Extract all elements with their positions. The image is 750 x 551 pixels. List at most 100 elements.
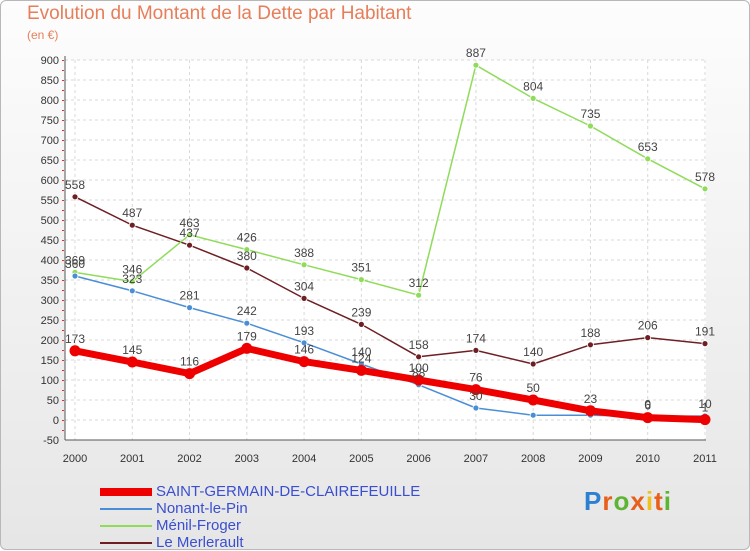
data-label: 1 <box>702 401 709 415</box>
data-label: 360 <box>65 257 85 271</box>
data-point <box>241 342 253 354</box>
x-tick-label: 2008 <box>521 453 545 465</box>
data-point <box>415 353 423 361</box>
data-point <box>472 404 480 412</box>
data-label: 887 <box>466 46 486 60</box>
series-line-saint-germain-de-clairefeuille <box>74 344 706 424</box>
data-point <box>529 360 537 368</box>
legend-label: Ménil-Froger <box>156 517 242 534</box>
data-label: 88 <box>412 366 426 380</box>
data-point <box>355 364 367 376</box>
data-label: 158 <box>409 338 429 352</box>
data-point <box>701 185 709 193</box>
data-point <box>699 414 711 426</box>
data-point <box>644 155 652 163</box>
y-tick-label: 850 <box>41 75 59 87</box>
data-point <box>184 368 196 380</box>
data-label: 804 <box>523 79 543 93</box>
data-point <box>642 412 654 424</box>
data-label: 426 <box>237 231 257 245</box>
data-label: 76 <box>469 371 483 385</box>
data-point <box>186 241 193 249</box>
x-tick-label: 2001 <box>120 453 144 465</box>
data-label: 140 <box>523 345 543 359</box>
data-label: 188 <box>580 326 600 340</box>
data-label: 578 <box>695 170 715 184</box>
data-label: 173 <box>65 332 85 346</box>
logo-letter: o <box>613 486 631 516</box>
data-point <box>69 345 81 357</box>
legend-label: Le Merlerault <box>156 534 244 551</box>
data-point <box>587 122 594 130</box>
data-label: 323 <box>122 272 142 286</box>
data-point <box>584 405 596 417</box>
y-tick-label: 500 <box>41 215 59 227</box>
data-label: 653 <box>638 140 658 154</box>
data-label: 388 <box>294 246 314 260</box>
x-tick-label: 2002 <box>177 453 201 465</box>
data-point <box>243 246 251 254</box>
data-label: 145 <box>122 343 142 357</box>
legend-label: SAINT-GERMAIN-DE-CLAIREFEUILLE <box>156 483 421 500</box>
data-label: 174 <box>466 331 486 345</box>
y-tick-label: 450 <box>41 235 59 247</box>
data-label: 206 <box>638 319 658 333</box>
data-label: 735 <box>580 107 600 121</box>
data-label: 312 <box>409 276 429 290</box>
logo-letter: t <box>654 486 664 516</box>
chart-subtitle: (en €) <box>27 28 59 42</box>
data-label: 463 <box>180 216 200 230</box>
data-label: 242 <box>237 304 257 318</box>
data-label: 558 <box>65 178 85 192</box>
data-label: 124 <box>351 351 371 365</box>
data-label: 30 <box>469 389 483 403</box>
data-point <box>415 291 423 299</box>
proxiti-logo: Proxiti <box>584 486 672 517</box>
logo-letter: i <box>645 486 655 516</box>
data-label: 50 <box>527 381 541 395</box>
plot-area <box>65 60 706 440</box>
data-point <box>587 341 594 349</box>
data-label: 346 <box>122 263 142 277</box>
y-tick-label: 700 <box>41 135 59 147</box>
data-point <box>357 320 365 328</box>
x-tick-label: 2007 <box>464 453 488 465</box>
data-point <box>126 356 138 368</box>
data-point <box>644 334 652 342</box>
y-tick-label: 50 <box>47 395 59 407</box>
data-point <box>357 276 365 284</box>
data-point <box>243 319 251 327</box>
data-point <box>300 261 308 269</box>
data-label: 146 <box>294 343 314 357</box>
data-label: 10 <box>698 397 712 411</box>
y-tick-label: 150 <box>41 355 59 367</box>
data-label: 23 <box>584 392 598 406</box>
y-tick-label: 600 <box>41 175 59 187</box>
x-tick-label: 2010 <box>635 453 659 465</box>
logo-letter: i <box>663 486 672 516</box>
y-tick-label: 750 <box>41 115 59 127</box>
data-label: 179 <box>237 329 257 343</box>
data-label: 304 <box>294 279 314 293</box>
data-label: 100 <box>409 361 429 375</box>
data-point <box>300 339 308 347</box>
data-point <box>413 374 425 386</box>
x-tick-label: 2011 <box>693 453 717 465</box>
logo-letter: P <box>584 486 603 516</box>
y-tick-label: 100 <box>41 375 59 387</box>
data-point <box>529 95 537 102</box>
data-label: 191 <box>695 325 715 339</box>
data-point <box>529 411 537 419</box>
x-tick-label: 2006 <box>406 453 430 465</box>
y-tick-label: 800 <box>41 95 59 107</box>
y-tick-label: 900 <box>41 55 59 67</box>
y-tick-label: 0 <box>53 415 59 427</box>
chart-title: Evolution du Montant de la Dette par Hab… <box>27 3 412 24</box>
data-label: 380 <box>237 249 257 263</box>
data-point <box>71 193 79 201</box>
data-point <box>186 304 193 312</box>
y-tick-label: 350 <box>41 275 59 287</box>
data-point <box>186 231 193 239</box>
data-point <box>472 346 480 354</box>
